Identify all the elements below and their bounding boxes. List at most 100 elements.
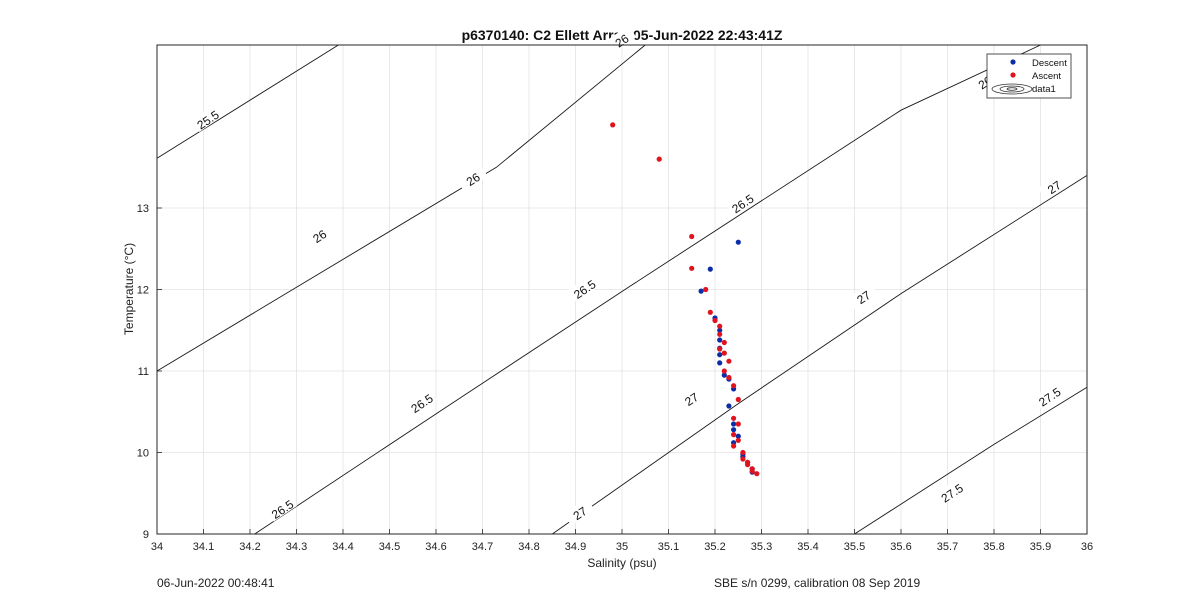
ascent-point xyxy=(735,421,741,427)
ascent-point xyxy=(717,323,723,329)
ascent-point xyxy=(717,331,723,337)
ascent-point xyxy=(754,471,760,477)
x-tick-label: 35.4 xyxy=(797,541,818,553)
x-tick-label: 34.1 xyxy=(193,541,214,553)
x-tick-label: 34.8 xyxy=(518,541,539,553)
contour-label-bg xyxy=(303,221,335,249)
density-contour-labels: 25.526262626.526.526.526.526.52727272727… xyxy=(191,25,1069,526)
x-tick-label: 36 xyxy=(1081,541,1093,553)
y-tick-label: 12 xyxy=(137,285,149,297)
ascent-point xyxy=(721,350,727,356)
contour-label-group: 27 xyxy=(847,282,879,310)
density-contour-line xyxy=(156,44,646,372)
x-tick-label: 34 xyxy=(151,541,163,553)
x-tick-label: 34.3 xyxy=(286,541,307,553)
contour-label-group: 27.5 xyxy=(935,478,967,506)
descent-point xyxy=(707,266,713,272)
ascent-point xyxy=(707,309,713,315)
y-tick-label: 10 xyxy=(137,448,149,460)
legend-descent-label: Descent xyxy=(1032,58,1067,69)
x-tick-label: 35.6 xyxy=(890,541,911,553)
ascent-point xyxy=(749,468,755,474)
legend-ascent-marker xyxy=(1010,72,1016,78)
contour-label-group: 26.5 xyxy=(568,274,600,302)
contour-label-group: 27 xyxy=(1037,172,1069,200)
ascent-point xyxy=(735,396,741,403)
contour-label-group: 27 xyxy=(563,498,595,526)
contour-label-bg xyxy=(1033,381,1065,410)
ascent-point xyxy=(656,156,662,162)
x-axis-label: Salinity (psu) xyxy=(587,556,656,570)
x-tick-label: 34.6 xyxy=(425,541,446,553)
contour-label-group: 26 xyxy=(605,25,637,53)
descent-point xyxy=(717,360,723,366)
ascent-point xyxy=(721,339,727,346)
legend-contour-label: data1 xyxy=(1032,84,1056,95)
ascent-point xyxy=(712,317,718,324)
ascent-point xyxy=(689,233,695,240)
legend: Descent Ascent data1 xyxy=(986,53,1072,99)
ascent-point xyxy=(610,122,616,128)
ascent-point xyxy=(703,286,709,293)
contour-label-bg xyxy=(191,104,223,132)
contour-label-bg xyxy=(605,25,637,53)
descent-point xyxy=(698,288,704,294)
x-tick-label: 35.5 xyxy=(844,541,865,553)
contour-label-group: 27 xyxy=(675,384,707,412)
ascent-point xyxy=(735,437,741,443)
legend-contour-icon xyxy=(991,83,1033,95)
contour-label-bg xyxy=(568,274,600,302)
descent-point xyxy=(735,433,741,439)
legend-descent-marker xyxy=(1010,59,1016,65)
x-tick-label: 34.9 xyxy=(565,541,586,553)
descent-point xyxy=(717,327,723,333)
x-tick-label: 35.7 xyxy=(937,541,958,553)
footer-calibration: SBE s/n 0299, calibration 08 Sep 2019 xyxy=(714,576,921,590)
descent-point xyxy=(731,421,737,427)
descent-point xyxy=(717,352,723,358)
x-tick-label: 34.4 xyxy=(332,541,353,553)
ascent-point xyxy=(689,265,695,271)
density-contour-line xyxy=(254,44,1041,535)
ascent-point xyxy=(731,415,737,421)
ascent-point xyxy=(740,449,746,456)
x-tick-label: 35.1 xyxy=(658,541,679,553)
density-contours xyxy=(156,44,1088,535)
contour-label-group: 27.5 xyxy=(1033,381,1065,410)
x-tick-label: 35.9 xyxy=(1030,541,1051,553)
contour-label-bg xyxy=(265,494,298,522)
descent-point xyxy=(735,239,741,245)
density-contour-line xyxy=(156,44,339,159)
grid xyxy=(156,45,1088,535)
contour-label-group: 26.5 xyxy=(265,494,298,522)
descent-point xyxy=(721,372,727,378)
ascent-point xyxy=(731,443,737,449)
x-tick-label: 34.7 xyxy=(472,541,493,553)
contour-label-bg xyxy=(847,282,879,310)
descent-point xyxy=(726,403,732,409)
contour-label-group: 25.5 xyxy=(191,104,223,132)
ascent-point xyxy=(717,346,723,352)
contour-label-bg xyxy=(935,478,967,506)
descent-point xyxy=(731,427,737,433)
axis-ticks: 34 34.1 34.2 34.3 34.4 34.5 34.6 34.7 34.8 34.9 35… xyxy=(137,203,1093,553)
ascent-point xyxy=(740,456,746,462)
contour-label-group: 26 xyxy=(456,164,488,192)
legend-ascent-label: Ascent xyxy=(1032,71,1061,82)
density-contour-line xyxy=(854,386,1088,535)
ascent-point xyxy=(721,368,727,374)
contour-label-bg xyxy=(726,188,758,216)
x-tick-label: 34.2 xyxy=(239,541,260,553)
y-tick-label: 9 xyxy=(143,529,149,541)
x-tick-label: 35.8 xyxy=(983,541,1004,553)
x-tick-label: 35 xyxy=(616,541,628,553)
contour-label-bg xyxy=(675,384,707,412)
x-tick-label: 35.2 xyxy=(704,541,725,553)
density-contour-line xyxy=(552,175,1088,535)
ascent-point xyxy=(726,358,732,364)
ascent-point xyxy=(726,374,732,381)
footer-timestamp: 06-Jun-2022 00:48:41 xyxy=(157,576,275,590)
ascent-point xyxy=(731,383,737,389)
contour-label-bg xyxy=(563,498,595,526)
contour-label-group: 26 xyxy=(303,221,335,249)
